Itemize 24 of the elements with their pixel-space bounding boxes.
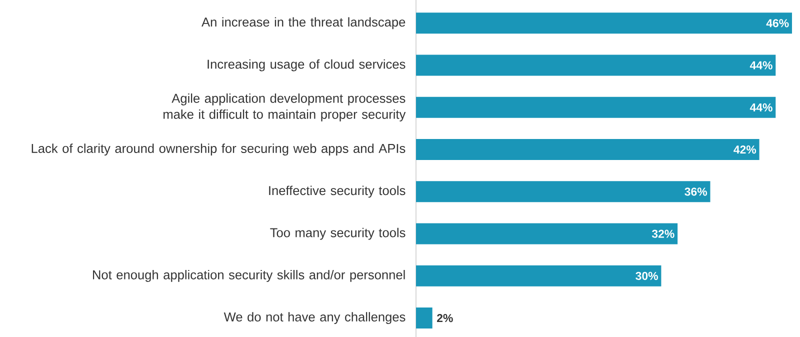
data-label: 46% xyxy=(766,19,789,28)
data-label: 42% xyxy=(734,146,756,154)
y-tick-label: Increasing usage of cloud services xyxy=(208,59,406,72)
y-tick-label: We do not have any challenges xyxy=(224,312,406,324)
data-label: 44% xyxy=(750,61,772,70)
bar xyxy=(416,265,662,286)
bar xyxy=(416,54,776,76)
y-tick-label: Ineffective security tools xyxy=(269,186,406,198)
bar xyxy=(416,223,678,244)
y-tick-label: Too many security tools xyxy=(270,228,406,240)
data-label: 44% xyxy=(750,103,772,112)
bar xyxy=(416,12,792,34)
data-label: 2% xyxy=(437,314,453,322)
bar xyxy=(416,96,776,118)
y-tick-label: Agile application development processes make it difficult to maintain proper security xyxy=(164,93,406,122)
y-tick-label: Not enough application security skills and/or personnel xyxy=(93,270,405,282)
data-label: 30% xyxy=(636,272,658,280)
bar xyxy=(416,308,432,329)
y-tick-label: Lack of clarity around ownership for securing web apps and APIs xyxy=(32,144,406,156)
y-tick-label: An increase in the threat landscape xyxy=(202,17,406,30)
data-label: 32% xyxy=(652,230,674,238)
bar xyxy=(416,139,760,160)
bar xyxy=(416,181,710,202)
data-label: 36% xyxy=(684,188,708,196)
